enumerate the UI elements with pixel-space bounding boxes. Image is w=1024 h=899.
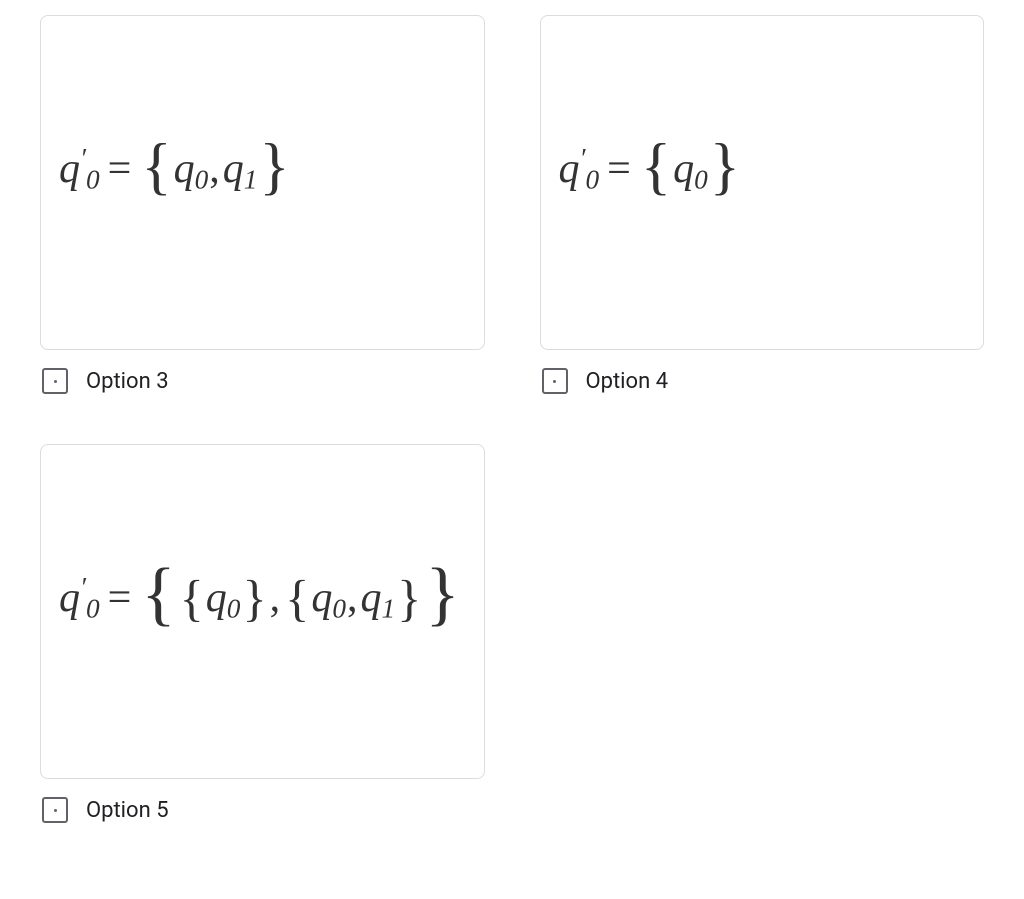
checkbox-dot-icon xyxy=(553,380,556,383)
option-4-cell: q′0={q0} Option 4 xyxy=(540,15,985,394)
equals-sign: = xyxy=(108,575,132,621)
lhs-base: q xyxy=(559,146,580,192)
inner-brace-left: { xyxy=(178,570,206,626)
option-5-selector[interactable]: Option 5 xyxy=(40,797,485,823)
brace-left: { xyxy=(639,131,673,201)
term-base: q xyxy=(206,575,227,621)
equals-sign: = xyxy=(607,146,631,192)
option-4-card[interactable]: q′0={q0} xyxy=(540,15,985,350)
term-base: q xyxy=(673,146,694,192)
option-3-label: Option 3 xyxy=(86,369,169,394)
term-base: q xyxy=(311,575,332,621)
checkbox-dot-icon xyxy=(54,380,57,383)
option-4-selector[interactable]: Option 4 xyxy=(540,368,985,394)
option-5-checkbox[interactable] xyxy=(42,797,68,823)
option-5-card[interactable]: q′0={{q0},{q0,q1}} xyxy=(40,444,485,779)
lhs-base: q xyxy=(59,575,80,621)
option-3-card[interactable]: q′0={q0,q1} xyxy=(40,15,485,350)
brace-right: } xyxy=(708,131,742,201)
outer-brace-left: { xyxy=(139,554,177,633)
option-5-label: Option 5 xyxy=(86,798,169,823)
checkbox-dot-icon xyxy=(54,809,57,812)
term-sub: 1 xyxy=(381,594,395,624)
lhs-base: q xyxy=(59,146,80,192)
term-sub: 0 xyxy=(195,165,209,195)
option-4-label: Option 4 xyxy=(586,369,669,394)
comma: , xyxy=(209,146,220,192)
option-3-checkbox[interactable] xyxy=(42,368,68,394)
term-base: q xyxy=(174,146,195,192)
comma: , xyxy=(347,575,358,621)
lhs-sub: 0 xyxy=(585,165,599,195)
option-3-selector[interactable]: Option 3 xyxy=(40,368,485,394)
term-sub: 0 xyxy=(227,594,241,624)
option-4-equation: q′0={q0} xyxy=(559,143,742,196)
options-grid: q′0={q0,q1} Option 3 q′0={q0} Option 4 xyxy=(0,0,1024,863)
option-5-cell: q′0={{q0},{q0,q1}} Option 5 xyxy=(40,444,485,823)
term-sub: 0 xyxy=(332,594,346,624)
outer-brace-right: } xyxy=(423,554,461,633)
brace-left: { xyxy=(139,131,173,201)
equals-sign: = xyxy=(108,146,132,192)
option-4-checkbox[interactable] xyxy=(542,368,568,394)
inner-brace-right: } xyxy=(240,570,268,626)
lhs-sub: 0 xyxy=(86,594,100,624)
option-3-equation: q′0={q0,q1} xyxy=(59,143,292,196)
brace-right: } xyxy=(257,131,291,201)
term-sub: 0 xyxy=(694,165,708,195)
inner-brace-right: } xyxy=(395,570,423,626)
term-sub: 1 xyxy=(244,165,258,195)
term-base: q xyxy=(360,575,381,621)
term-base: q xyxy=(223,146,244,192)
inner-brace-left: { xyxy=(283,570,311,626)
option-5-equation: q′0={{q0},{q0,q1}} xyxy=(59,572,462,625)
option-3-cell: q′0={q0,q1} Option 3 xyxy=(40,15,485,394)
comma: , xyxy=(270,575,281,621)
lhs-sub: 0 xyxy=(86,165,100,195)
